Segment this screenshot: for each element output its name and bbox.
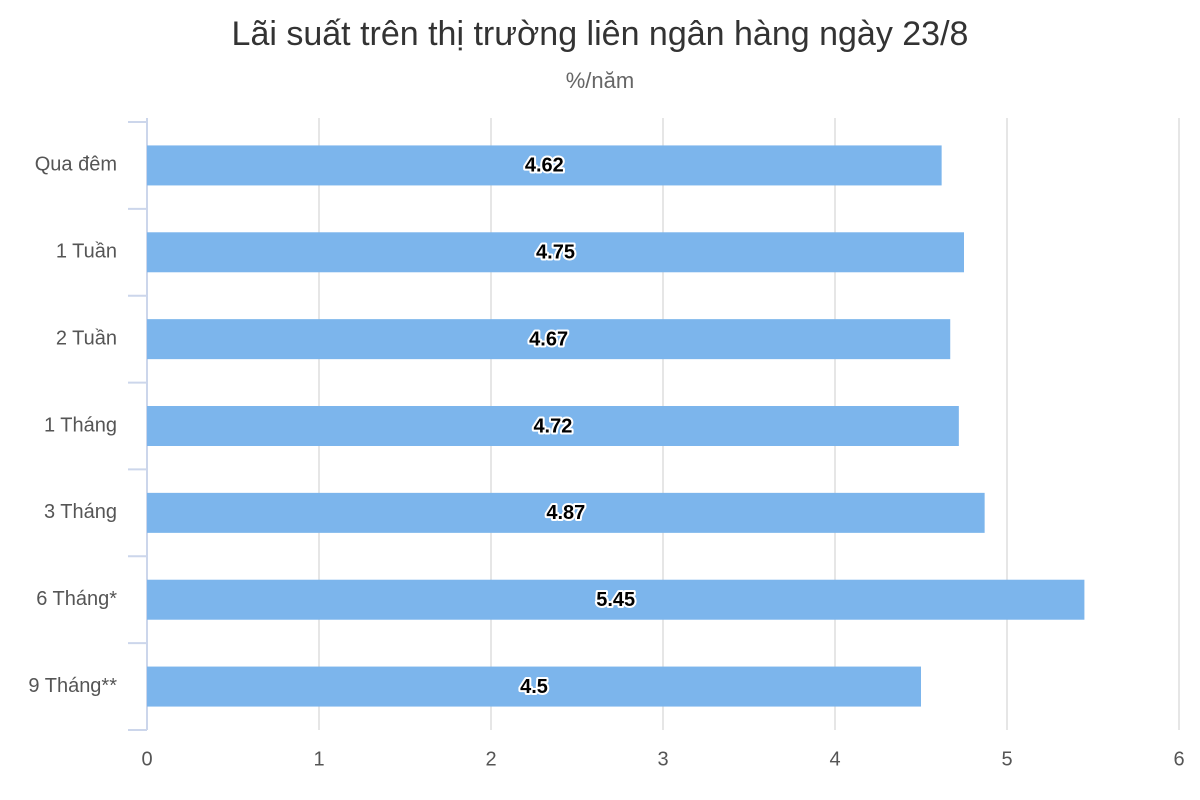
bar bbox=[147, 232, 964, 273]
bar bbox=[147, 666, 921, 707]
y-tick-label: 1 Tháng bbox=[44, 414, 117, 436]
chart-subtitle: %/năm bbox=[566, 68, 634, 93]
y-tick-label: 6 Tháng* bbox=[36, 588, 117, 610]
chart-title: Lãi suất trên thị trường liên ngân hàng … bbox=[232, 15, 969, 53]
x-tick-label: 6 bbox=[1173, 748, 1184, 770]
x-tick-label: 0 bbox=[141, 748, 152, 770]
y-tick-label: 3 Tháng bbox=[44, 501, 117, 523]
bar bbox=[147, 145, 942, 186]
y-tick-label: 2 Tuần bbox=[56, 327, 117, 349]
value-label: 4.5 bbox=[520, 676, 548, 698]
value-label: 4.67 bbox=[529, 328, 568, 350]
value-label: 4.87 bbox=[546, 502, 585, 524]
x-tick-label: 4 bbox=[829, 748, 840, 770]
bar bbox=[147, 492, 985, 533]
bar bbox=[147, 579, 1085, 620]
x-tick-label: 2 bbox=[485, 748, 496, 770]
y-tick-label: 1 Tuần bbox=[56, 241, 117, 263]
x-tick-label: 5 bbox=[1001, 748, 1012, 770]
bar bbox=[147, 406, 959, 446]
value-label: 4.62 bbox=[525, 155, 564, 177]
x-tick-label: 3 bbox=[657, 748, 668, 770]
value-label: 4.72 bbox=[533, 415, 572, 437]
bar bbox=[147, 319, 951, 360]
value-label: 4.75 bbox=[536, 242, 575, 264]
y-tick-label: 9 Tháng** bbox=[28, 675, 117, 697]
x-tick-label: 1 bbox=[313, 748, 324, 770]
value-label: 5.45 bbox=[596, 589, 635, 611]
y-tick-label: Qua đêm bbox=[35, 154, 117, 176]
